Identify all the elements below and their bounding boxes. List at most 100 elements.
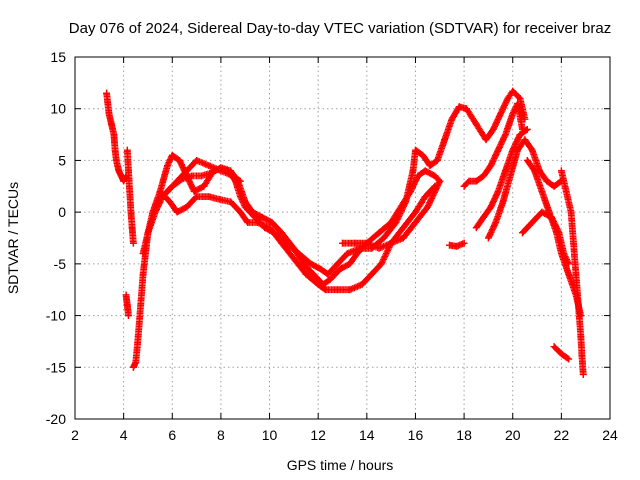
data-point	[115, 167, 123, 175]
x-tick-label: 20	[505, 427, 521, 443]
data-point	[567, 208, 575, 216]
data-point	[324, 270, 332, 278]
data-point	[358, 281, 366, 288]
data-point	[387, 219, 395, 226]
series-track-3	[122, 291, 132, 319]
data-point	[550, 343, 558, 350]
data-point	[339, 239, 346, 247]
data-point	[105, 110, 113, 118]
data-point	[110, 131, 118, 138]
x-tick-label: 12	[310, 427, 326, 443]
data-point	[543, 177, 551, 185]
x-tick-label: 2	[71, 427, 79, 443]
data-point	[244, 219, 252, 226]
x-tick-label: 4	[120, 427, 128, 443]
x-tick-label: 6	[168, 427, 176, 443]
data-point	[164, 162, 171, 169]
series-track-14	[519, 208, 573, 268]
plot-frame	[74, 56, 611, 420]
data-point	[407, 188, 414, 195]
x-tick-label: 24	[602, 427, 618, 443]
data-point	[166, 198, 174, 206]
data-point	[472, 177, 480, 185]
data-point	[241, 198, 249, 206]
data-point	[494, 146, 502, 154]
data-point	[409, 167, 417, 175]
data-point	[123, 146, 131, 154]
data-point	[309, 270, 317, 278]
data-point	[346, 260, 354, 268]
data-point	[472, 120, 480, 128]
data-point	[494, 188, 502, 195]
series-track-7	[164, 157, 244, 195]
data-point	[528, 219, 536, 226]
data-point	[562, 188, 570, 195]
data-point	[509, 110, 517, 118]
data-point	[344, 250, 351, 257]
x-tick-label: 10	[262, 427, 278, 443]
data-point	[412, 219, 419, 226]
data-point	[555, 229, 563, 237]
data-point	[421, 167, 429, 175]
data-point	[176, 157, 183, 164]
data-point	[120, 177, 127, 185]
data-point	[139, 250, 147, 257]
data-point	[375, 244, 383, 252]
series-track-4	[130, 87, 529, 371]
data-point	[424, 203, 431, 211]
data-point	[108, 120, 115, 128]
data-point	[200, 182, 208, 190]
data-point	[290, 244, 298, 252]
data-point	[317, 265, 324, 273]
data-point	[523, 157, 531, 164]
data-point	[268, 219, 276, 226]
series-track-9	[446, 239, 468, 250]
data-point	[190, 188, 198, 195]
data-point	[399, 234, 407, 242]
data-point	[441, 136, 448, 144]
data-point	[103, 89, 110, 97]
chart-title: Day 076 of 2024, Sidereal Day-to-day VTE…	[69, 20, 611, 37]
data-point	[480, 172, 487, 180]
series-track-1	[103, 89, 130, 185]
data-point	[183, 167, 191, 175]
y-tick-label: 5	[58, 152, 66, 168]
data-point	[193, 193, 200, 200]
data-point	[164, 188, 171, 195]
data-point	[278, 229, 286, 237]
x-tick-label: 8	[217, 427, 225, 443]
data-point	[368, 270, 376, 278]
data-point	[412, 146, 419, 154]
data-point	[455, 103, 463, 110]
series-track-5	[139, 164, 444, 288]
series-markers	[123, 146, 137, 247]
y-tick-label: -5	[54, 256, 67, 272]
data-point	[127, 208, 135, 216]
x-tick-label: 18	[456, 427, 472, 443]
series-markers	[130, 87, 529, 371]
data-point	[205, 193, 213, 200]
data-point	[421, 193, 429, 200]
data-point	[487, 203, 495, 211]
data-point	[548, 213, 555, 221]
data-point	[207, 169, 215, 177]
data-point	[426, 162, 434, 169]
data-point	[334, 260, 341, 268]
data-point	[572, 270, 580, 278]
data-point	[577, 332, 585, 340]
data-point	[519, 229, 526, 237]
data-point	[397, 203, 405, 211]
data-point	[460, 239, 468, 247]
data-point	[528, 146, 536, 154]
data-point	[472, 224, 480, 232]
data-point	[446, 241, 453, 249]
series-track-15	[558, 167, 587, 378]
data-point	[254, 219, 261, 226]
y-tick-label: 10	[50, 101, 66, 117]
data-point	[485, 234, 492, 242]
data-point	[378, 260, 385, 268]
data-point	[144, 229, 152, 237]
data-point	[237, 208, 244, 216]
data-point	[217, 196, 225, 204]
data-point	[290, 255, 298, 263]
